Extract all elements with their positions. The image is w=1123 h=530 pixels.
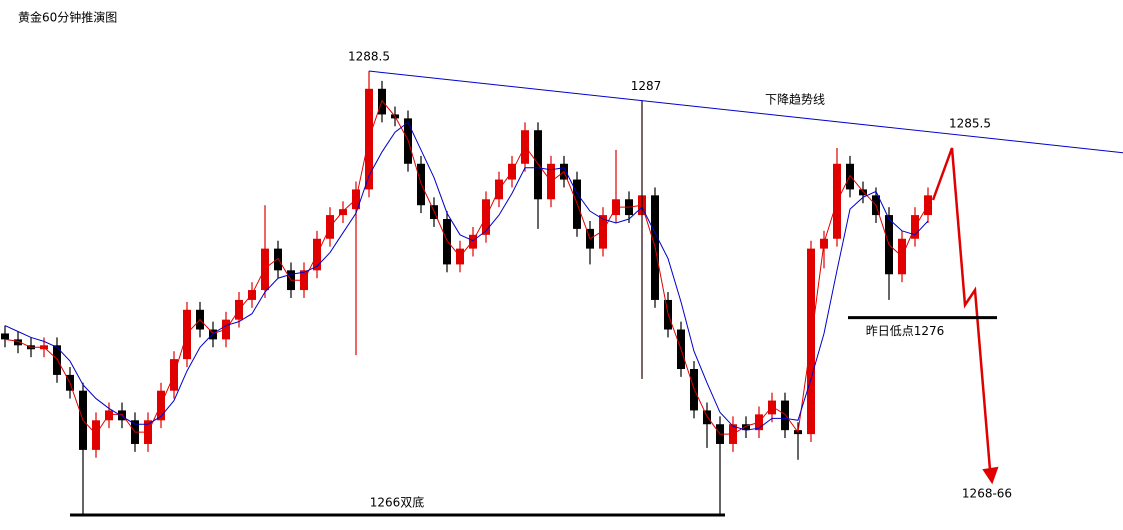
- support-label: 1266双底: [370, 495, 425, 510]
- peak-label: 1285.5: [949, 117, 991, 131]
- moving-average: [4, 99, 929, 435]
- candle-body: [742, 424, 750, 431]
- candle-body: [703, 410, 711, 425]
- candle-body: [599, 215, 607, 249]
- projection-arrowhead: [982, 466, 999, 485]
- target-label: 1268-66: [962, 487, 1012, 501]
- candle-body: [92, 420, 100, 450]
- support-label: 昨日低点1276: [866, 324, 945, 338]
- candle-body: [274, 248, 282, 271]
- candle-body: [248, 290, 256, 300]
- chart-title: 黄金60分钟推演图: [18, 10, 117, 25]
- candle-body: [781, 400, 789, 431]
- candle-body: [105, 410, 113, 421]
- peak-label: 1287: [631, 79, 662, 93]
- candle-body: [768, 400, 776, 415]
- candle-body: [14, 339, 22, 346]
- trend-line: [368, 70, 1123, 154]
- candle-body: [339, 209, 347, 216]
- candle-body: [209, 329, 217, 340]
- projection-path: [931, 147, 992, 471]
- trend-label: 下降趋势线: [765, 93, 825, 107]
- candle-body: [469, 234, 477, 249]
- marks: [1, 71, 932, 516]
- candle-body: [859, 189, 867, 196]
- candle-body: [443, 219, 451, 265]
- moving-average: [4, 121, 929, 431]
- candle-body: [1, 333, 9, 340]
- peak-label: 1288.5: [348, 50, 390, 64]
- candle-body: [118, 410, 126, 421]
- candle-body: [534, 130, 542, 200]
